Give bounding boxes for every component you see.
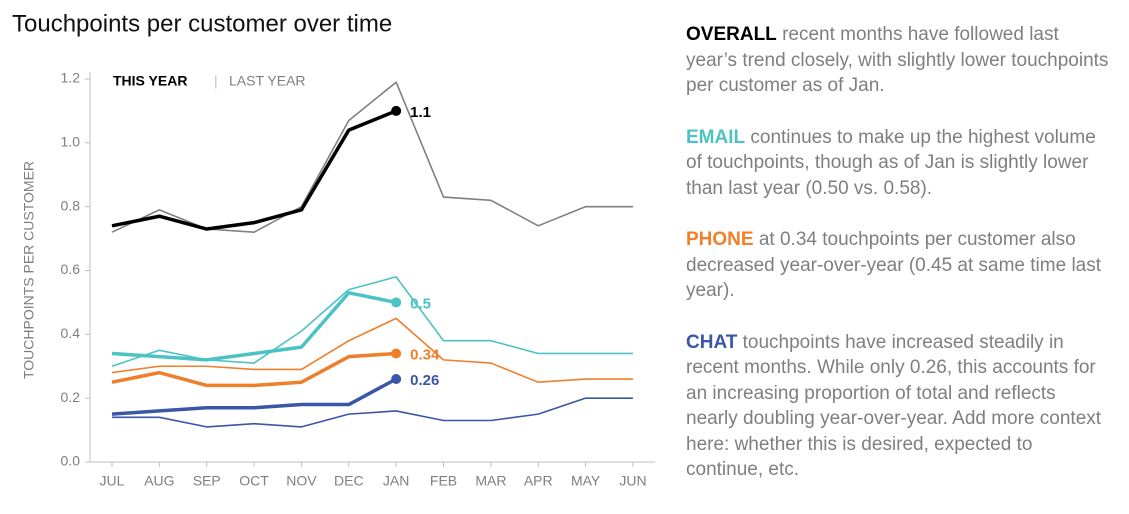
data-label: 1.1 bbox=[410, 104, 431, 121]
line-this-year bbox=[111, 351, 397, 388]
x-tick-label: AUG bbox=[144, 473, 174, 489]
x-tick-label: NOV bbox=[286, 473, 317, 489]
annotation: CHAT touchpoints have increased steadily… bbox=[686, 330, 1111, 483]
annotation-heading: EMAIL bbox=[686, 126, 746, 148]
annotation-text: continues to make up the highest volume … bbox=[686, 126, 1096, 199]
data-label: 0.34 bbox=[410, 346, 440, 363]
line-last-year bbox=[111, 81, 633, 233]
y-tick-label: 1.0 bbox=[61, 134, 81, 150]
annotation-heading: CHAT bbox=[686, 331, 738, 353]
annotation: OVERALL recent months have followed last… bbox=[686, 22, 1111, 99]
annotation-heading: OVERALL bbox=[686, 24, 777, 45]
y-tick-label: 1.2 bbox=[61, 70, 81, 86]
y-tick-label: 0.0 bbox=[61, 453, 81, 469]
line-last-year bbox=[111, 276, 633, 368]
chart-title: Touchpoints per customer over time bbox=[12, 10, 392, 37]
x-tick-label: APR bbox=[524, 473, 553, 489]
legend-this-year: THIS YEAR bbox=[113, 73, 187, 89]
y-tick-label: 0.4 bbox=[61, 325, 81, 341]
annotation: PHONE at 0.34 touchpoints per customer a… bbox=[686, 227, 1111, 304]
line-last-year bbox=[112, 397, 633, 428]
legend-last-year: LAST YEAR bbox=[229, 73, 306, 89]
x-tick-label: MAY bbox=[571, 473, 601, 489]
annotation-heading: PHONE bbox=[686, 229, 754, 250]
annotation-text: touchpoints have increased steadily in r… bbox=[686, 331, 1102, 481]
y-tick-label: 0.2 bbox=[61, 389, 81, 405]
chart: Touchpoints per customer over time TOUCH… bbox=[12, 10, 655, 489]
end-point bbox=[391, 348, 402, 359]
y-tick-label: 0.6 bbox=[61, 261, 81, 277]
x-tick-label: SEP bbox=[193, 473, 221, 489]
x-tick-label: JUL bbox=[100, 473, 125, 489]
annotation: EMAIL continues to make up the highest v… bbox=[686, 125, 1111, 202]
line-this-year bbox=[111, 109, 397, 231]
end-point bbox=[391, 105, 402, 116]
annotations: OVERALL recent months have followed last… bbox=[686, 22, 1111, 509]
line-this-year bbox=[111, 377, 397, 416]
end-point bbox=[391, 297, 402, 308]
annotation-text: at 0.34 touchpoints per customer also de… bbox=[686, 229, 1102, 301]
x-tick-label: FEB bbox=[430, 473, 457, 489]
x-tick-label: MAR bbox=[475, 473, 506, 489]
line-this-year bbox=[111, 291, 397, 362]
y-tick-label: 0.8 bbox=[61, 197, 81, 213]
data-label: 0.26 bbox=[410, 372, 439, 389]
legend-separator: | bbox=[214, 73, 218, 89]
data-label: 0.5 bbox=[410, 295, 431, 312]
line-last-year bbox=[111, 317, 633, 384]
annotation-text: recent months have followed last year’s … bbox=[686, 24, 1109, 96]
end-point bbox=[391, 374, 402, 385]
x-tick-label: JUN bbox=[619, 473, 646, 489]
x-tick-label: JAN bbox=[383, 473, 409, 489]
y-axis-label: TOUCHPOINTS PER CUSTOMER bbox=[21, 161, 37, 379]
x-tick-label: DEC bbox=[334, 473, 364, 489]
x-tick-label: OCT bbox=[239, 473, 269, 489]
